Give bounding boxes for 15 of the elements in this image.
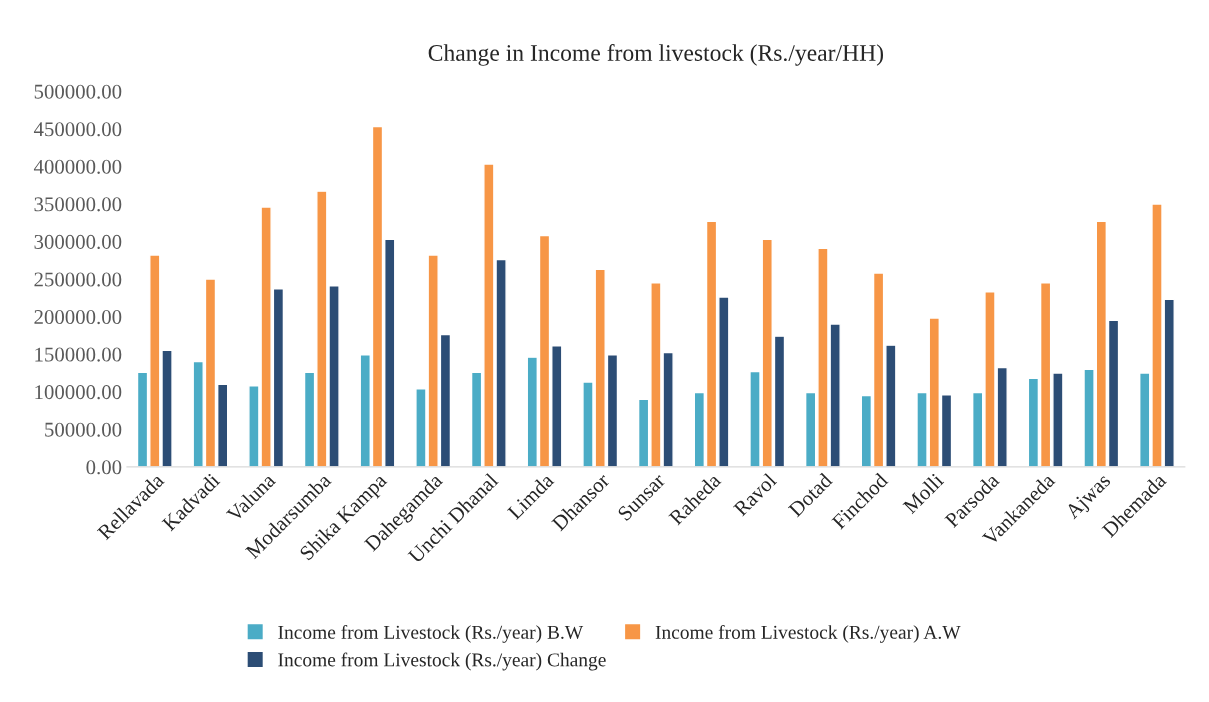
y-tick-label: 500000.00 [34, 84, 122, 99]
y-tick-label: 150000.00 [35, 347, 122, 362]
chart-title: Change in Income from livestock (Rs./year/HH) [428, 44, 884, 66]
y-tick-label: 200000.00 [34, 309, 122, 325]
legend-label: Income from Livestock (Rs./year) B.W [278, 624, 584, 643]
legend-label: Income from Livestock (Rs./year) A.W [655, 624, 961, 643]
y-tick-label: 50000.00 [45, 422, 122, 437]
legend-label: Income from Livestock (Rs./year) Change [278, 652, 606, 671]
y-tick-label: 450000.00 [33, 122, 122, 137]
y-tick-label: 400000.00 [33, 159, 122, 174]
y-tick-label: 250000.00 [34, 272, 122, 287]
y-tick-label: 100000.00 [35, 385, 122, 400]
y-tick-label: 350000.00 [34, 197, 122, 212]
y-tick-label: 300000.00 [34, 234, 122, 250]
y-tick-label: 0.00 [86, 460, 122, 475]
